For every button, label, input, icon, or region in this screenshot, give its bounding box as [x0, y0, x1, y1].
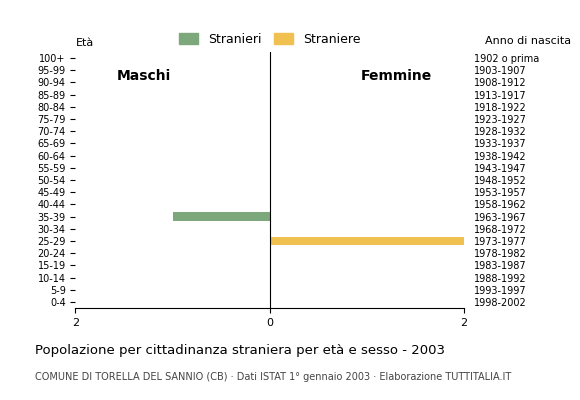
Bar	[270, 237, 464, 245]
Bar	[173, 212, 270, 221]
Text: Popolazione per cittadinanza straniera per età e sesso - 2003: Popolazione per cittadinanza straniera p…	[35, 344, 445, 357]
Legend: Stranieri, Straniere: Stranieri, Straniere	[174, 28, 365, 50]
Text: Anno di nascita: Anno di nascita	[485, 36, 571, 46]
Text: COMUNE DI TORELLA DEL SANNIO (CB) · Dati ISTAT 1° gennaio 2003 · Elaborazione TU: COMUNE DI TORELLA DEL SANNIO (CB) · Dati…	[35, 372, 511, 382]
Text: Femmine: Femmine	[360, 69, 432, 83]
Text: Età: Età	[75, 38, 93, 48]
Text: Maschi: Maschi	[116, 69, 171, 83]
